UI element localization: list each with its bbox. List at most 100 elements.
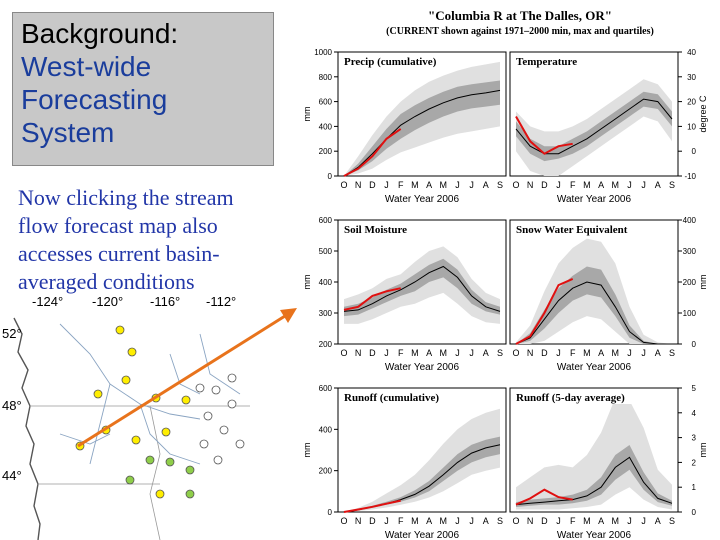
station-marker[interactable] — [155, 489, 165, 499]
min-max-band — [516, 397, 672, 510]
x-tick-label: J — [556, 348, 561, 358]
station-marker[interactable] — [181, 395, 191, 405]
x-tick-label: A — [483, 348, 489, 358]
median-line — [515, 456, 673, 506]
x-tick-label: A — [426, 516, 432, 526]
panel-title: Precip (cumulative) — [344, 56, 437, 68]
x-tick-label: F — [398, 348, 404, 358]
x-tick-label: J — [384, 348, 389, 358]
x-tick-label: J — [455, 180, 460, 190]
station-marker[interactable] — [195, 383, 205, 393]
panel-title: Snow Water Equivalent — [516, 224, 628, 236]
station-marker[interactable] — [75, 441, 85, 451]
x-tick-label: M — [440, 516, 448, 526]
x-tick-label: J — [641, 348, 646, 358]
x-tick-label: M — [583, 516, 591, 526]
map-lon-label: -116° — [150, 294, 180, 309]
basin-conditions-figure: "Columbia R at The Dalles, OR" (CURRENT … — [302, 8, 708, 540]
y-tick-label: 3 — [692, 434, 697, 443]
x-tick-label: A — [426, 348, 432, 358]
current-line — [343, 287, 401, 311]
x-tick-label: J — [556, 516, 561, 526]
y-tick-label: 0 — [692, 340, 697, 349]
x-tick-label: D — [369, 348, 376, 358]
min-max-band — [344, 408, 500, 512]
panel-title-bg — [512, 222, 653, 236]
map-lat-label: 52° — [2, 326, 22, 341]
station-marker[interactable] — [165, 457, 175, 467]
station-marker[interactable] — [227, 373, 237, 383]
x-tick-label: S — [669, 348, 675, 358]
median-line — [343, 89, 501, 177]
station-marker[interactable] — [127, 347, 137, 357]
slide-title-line3: Forecasting — [21, 84, 168, 115]
x-tick-label: J — [384, 516, 389, 526]
y-tick-label: 1 — [692, 483, 697, 492]
x-axis-label: Water Year 2006 — [557, 194, 632, 205]
y-tick-label: 200 — [319, 467, 333, 476]
x-axis-label: Water Year 2006 — [385, 194, 460, 205]
x-tick-label: A — [655, 180, 661, 190]
station-marker[interactable] — [151, 393, 161, 403]
y-tick-label: 0 — [692, 508, 697, 517]
station-marker[interactable] — [145, 455, 155, 465]
station-map: -124° -120° -116° -112° 52° 48° 44° — [0, 294, 268, 540]
figure-title: "Columbia R at The Dalles, OR" — [428, 8, 612, 23]
station-marker[interactable] — [219, 425, 229, 435]
y-axis-label: mm — [302, 107, 312, 122]
station-marker[interactable] — [185, 465, 195, 475]
x-tick-label: A — [483, 516, 489, 526]
y-axis-label: mm — [698, 443, 708, 458]
y-axis-label: mm — [302, 275, 312, 290]
panel-title: Soil Moisture — [344, 224, 407, 236]
x-tick-label: N — [355, 348, 362, 358]
y-tick-label: 300 — [319, 309, 333, 318]
map-background — [0, 294, 268, 540]
station-marker[interactable] — [235, 439, 245, 449]
x-tick-label: O — [512, 348, 519, 358]
slide-body-text: Now clicking the stream flow forecast ma… — [18, 185, 234, 294]
station-marker[interactable] — [213, 455, 223, 465]
station-marker[interactable] — [121, 375, 131, 385]
station-marker[interactable] — [161, 427, 171, 437]
station-marker[interactable] — [93, 389, 103, 399]
station-marker[interactable] — [101, 425, 111, 435]
x-tick-label: D — [541, 180, 548, 190]
x-tick-label: J — [556, 180, 561, 190]
x-tick-label: J — [627, 180, 632, 190]
panel-title: Runoff (cumulative) — [344, 392, 439, 404]
station-marker[interactable] — [227, 399, 237, 409]
x-tick-label: F — [570, 516, 576, 526]
x-axis-label: Water Year 2006 — [557, 362, 632, 373]
figure-subtitle: (CURRENT shown against 1971–2000 min, ma… — [386, 26, 654, 37]
station-marker[interactable] — [125, 475, 135, 485]
panel-title-bg — [512, 390, 659, 404]
panel-precip-cumulative: Precip (cumulative) 0 200 400 600 800 1000 mm O N… — [302, 48, 507, 205]
station-marker[interactable] — [185, 489, 195, 499]
map-lon-label: -120° — [92, 294, 123, 309]
current-line — [343, 499, 401, 513]
current-line — [515, 488, 573, 506]
station-marker[interactable] — [131, 435, 141, 445]
station-marker[interactable] — [203, 411, 213, 421]
slide-title-line2: West-wide — [21, 51, 152, 82]
x-tick-label: S — [497, 348, 503, 358]
station-marker[interactable] — [211, 385, 221, 395]
y-tick-label: 200 — [319, 147, 333, 156]
x-tick-label: J — [455, 516, 460, 526]
map-coastline — [13, 317, 41, 540]
x-tick-label: F — [570, 348, 576, 358]
y-tick-label: 0 — [328, 172, 333, 181]
x-tick-label: F — [570, 180, 576, 190]
y-tick-label: 400 — [683, 216, 697, 225]
x-tick-label: O — [340, 516, 347, 526]
x-tick-label: O — [512, 516, 519, 526]
station-marker[interactable] — [199, 439, 209, 449]
x-tick-label: A — [483, 180, 489, 190]
current-line — [515, 277, 574, 345]
station-marker[interactable] — [115, 325, 125, 335]
x-tick-label: O — [340, 180, 347, 190]
